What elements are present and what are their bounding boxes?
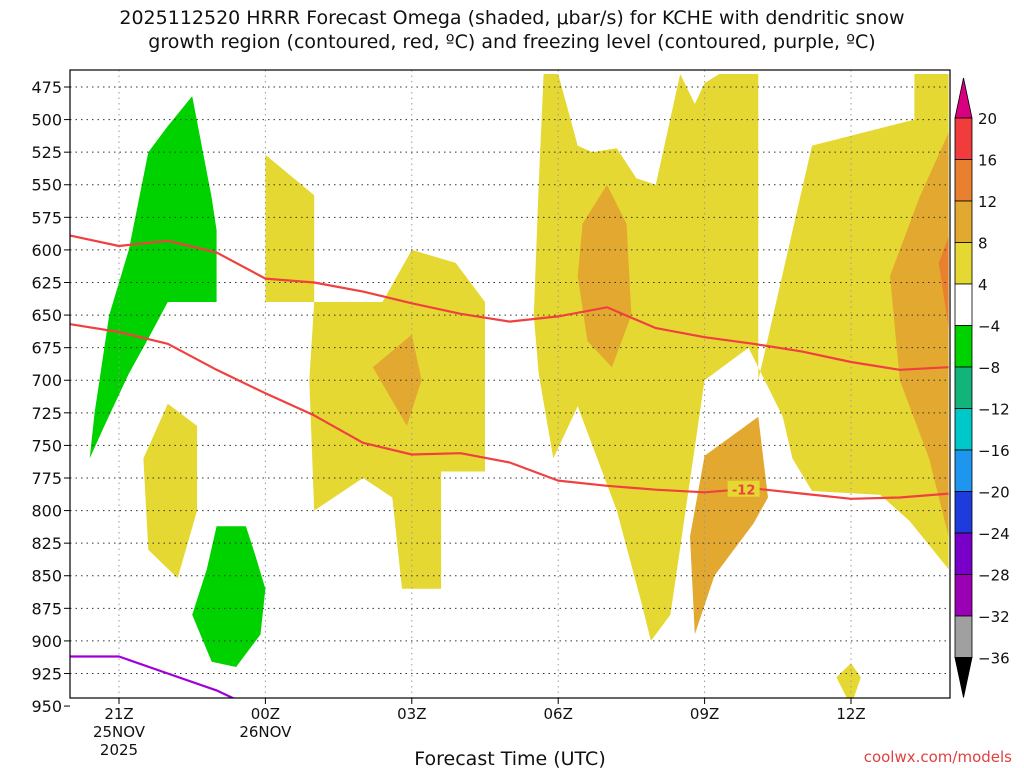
y-tick-label-675: 675 [31, 339, 62, 358]
shaded-region-0 [89, 96, 217, 459]
y-axis: 475 500 525 550 575 600 625 650 675 700 725 750 775 8… [31, 78, 70, 716]
colorbar-label-13: −36 [978, 650, 1010, 668]
contours: -12 [70, 234, 949, 698]
shaded-region-5 [533, 74, 949, 641]
shaded-region-9 [372, 334, 422, 426]
x-tick-year-21Z: 2025 [100, 741, 138, 759]
colorbar-label-8: −16 [978, 442, 1010, 460]
contour-line-2 [70, 655, 236, 698]
y-tick-label-750: 750 [31, 436, 62, 455]
terrain-fill [70, 701, 948, 717]
x-tick-date-21Z: 25NOV [93, 723, 146, 741]
shaded-region-10 [890, 132, 949, 537]
y-tick-label-925: 925 [31, 664, 62, 683]
x-tick-label-12Z: 12Z [836, 705, 865, 723]
colorbar-label-2: 12 [978, 193, 997, 211]
y-tick-label-950: 950 [31, 697, 62, 716]
colorbar-label-9: −20 [978, 484, 1010, 502]
chart-title: 2025112520 HRRR Forecast Omega (shaded, … [119, 7, 905, 53]
colorbar-label-3: 8 [978, 235, 988, 253]
contour-line-1 [70, 234, 949, 371]
x-tick-date-00Z: 26NOV [239, 723, 292, 741]
colorbar-label-1: 16 [978, 152, 997, 170]
colorbar-bin-3 [954, 200, 973, 243]
y-tick-label-900: 900 [31, 632, 62, 651]
colorbar-bin-11 [954, 532, 973, 575]
y-tick-label-800: 800 [31, 502, 62, 521]
colorbar-label-11: −28 [978, 567, 1010, 585]
shaded-region-11 [938, 236, 949, 329]
y-tick-label-775: 775 [31, 469, 62, 488]
shaded-region-1 [192, 526, 266, 667]
y-tick-label-600: 600 [31, 241, 62, 260]
y-tick-label-575: 575 [31, 208, 62, 227]
y-tick-label-875: 875 [31, 599, 62, 618]
y-tick-label-500: 500 [31, 111, 62, 130]
grid [70, 70, 950, 698]
shaded-region-2 [143, 403, 198, 579]
y-tick-label-725: 725 [31, 404, 62, 423]
colorbar-label-10: −24 [978, 525, 1010, 543]
x-tick-label-00Z: 00Z [251, 705, 280, 723]
colorbar-label-6: −8 [978, 359, 1000, 377]
y-tick-label-825: 825 [31, 534, 62, 553]
colorbar-label-4: 4 [978, 276, 988, 294]
colorbar-bin-6 [954, 325, 973, 368]
x-tick-label-21Z: 21Z [104, 705, 133, 723]
colorbar-label-7: −12 [978, 401, 1010, 419]
x-tick-label-03Z: 03Z [397, 705, 426, 723]
colorbar-top-arrow [954, 77, 973, 119]
colorbar-bin-13 [954, 615, 973, 658]
shaded-region-8 [690, 416, 768, 635]
colorbar: 20 16 12 8 4 −4 −8 −12 −16 −20 −24 −28 −32 −36 [954, 77, 1010, 698]
contour-label-bg-0 [727, 480, 760, 497]
y-tick-label-650: 650 [31, 306, 62, 325]
y-tick-label-850: 850 [31, 567, 62, 586]
colorbar-bin-5 [954, 283, 973, 326]
colorbar-bin-4 [954, 242, 973, 285]
y-tick-label-700: 700 [31, 371, 62, 390]
contour-label-0: -12 [732, 484, 756, 499]
colorbar-label-12: −32 [978, 608, 1010, 626]
contour-line-0 [70, 323, 949, 500]
colorbar-bin-8 [954, 408, 973, 451]
colorbar-label-0: 20 [978, 110, 997, 128]
y-tick-label-550: 550 [31, 176, 62, 195]
y-tick-label-625: 625 [31, 273, 62, 292]
colorbar-bin-2 [954, 159, 973, 202]
shaded-region-6 [836, 663, 861, 698]
x-tick-label-09Z: 09Z [690, 705, 719, 723]
plot-frame [69, 69, 951, 699]
shaded-region-4 [309, 249, 485, 589]
shaded-region-3 [265, 154, 315, 302]
colorbar-bin-7 [954, 366, 973, 409]
colorbar-bin-1 [954, 117, 973, 160]
y-tick-label-475: 475 [31, 78, 62, 97]
colorbar-bin-12 [954, 574, 973, 617]
colorbar-label-5: −4 [978, 318, 1000, 336]
x-axis-label: Forecast Time (UTC) [414, 748, 605, 768]
credit-text: coolwx.com/models [864, 748, 1012, 766]
x-tick-label-06Z: 06Z [544, 705, 573, 723]
colorbar-bin-10 [954, 491, 973, 534]
omega-shading [89, 74, 949, 698]
terrain [70, 701, 948, 717]
colorbar-bottom-arrow [954, 657, 973, 698]
shaded-region-7 [577, 184, 632, 368]
colorbar-bin-9 [954, 449, 973, 492]
y-tick-label-525: 525 [31, 143, 62, 162]
